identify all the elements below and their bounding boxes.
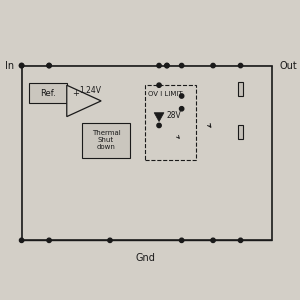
- Text: Thermal
Shut
down: Thermal Shut down: [92, 130, 120, 150]
- Circle shape: [20, 63, 24, 68]
- Circle shape: [108, 238, 112, 242]
- Text: Ref.: Ref.: [40, 88, 56, 98]
- Circle shape: [179, 94, 184, 98]
- Bar: [238, 82, 244, 96]
- Circle shape: [157, 83, 161, 87]
- Bar: [29, 83, 67, 103]
- Text: In: In: [4, 61, 14, 70]
- Circle shape: [157, 123, 161, 128]
- Text: Gnd: Gnd: [135, 253, 155, 263]
- Circle shape: [47, 63, 51, 68]
- Circle shape: [179, 106, 184, 111]
- Circle shape: [238, 63, 243, 68]
- Circle shape: [47, 238, 51, 242]
- Circle shape: [165, 63, 169, 68]
- Bar: [238, 125, 244, 139]
- Circle shape: [165, 63, 169, 68]
- Bar: [22, 66, 272, 240]
- Bar: [82, 122, 130, 158]
- Polygon shape: [67, 85, 101, 117]
- Circle shape: [179, 63, 184, 68]
- Text: OV I LIMIT: OV I LIMIT: [148, 91, 183, 97]
- Polygon shape: [154, 113, 164, 122]
- Bar: [145, 85, 196, 160]
- Text: +: +: [72, 88, 79, 98]
- Circle shape: [157, 63, 161, 68]
- Text: 28V: 28V: [167, 111, 182, 120]
- Circle shape: [211, 238, 215, 242]
- Circle shape: [20, 238, 24, 242]
- Circle shape: [211, 63, 215, 68]
- Circle shape: [179, 238, 184, 242]
- Text: 1.24V: 1.24V: [80, 85, 101, 94]
- Circle shape: [238, 238, 243, 242]
- Circle shape: [20, 63, 24, 68]
- Text: Out: Out: [280, 61, 298, 70]
- Circle shape: [47, 63, 51, 68]
